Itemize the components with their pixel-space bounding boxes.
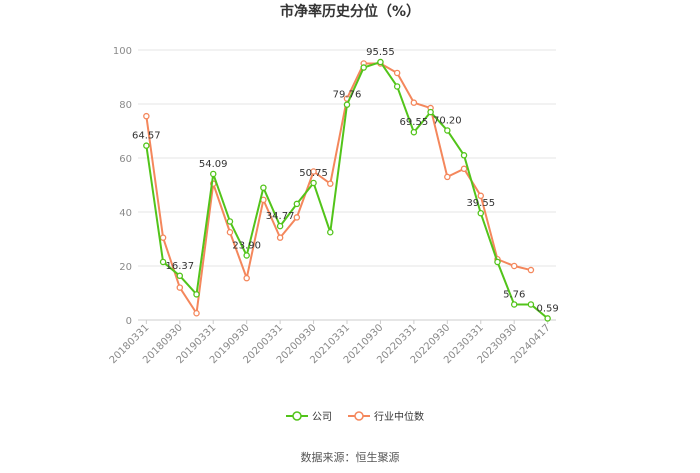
data-point (310, 179, 317, 187)
data-point (343, 101, 351, 108)
data-label: 34.77 (266, 211, 295, 222)
data-label: 70.20 (433, 115, 462, 126)
data-point (360, 64, 367, 71)
data-point (393, 69, 401, 77)
y-axis: 0 20 40 60 80 100 (113, 46, 132, 327)
series-line-1 (145, 62, 532, 315)
data-point (159, 234, 167, 241)
data-label: 64.57 (132, 131, 161, 142)
y-tick-label: 20 (119, 262, 132, 273)
data-source: 数据来源：恒生聚源 (301, 450, 400, 464)
data-point (477, 209, 485, 217)
data-point (209, 170, 217, 178)
data-point (293, 214, 301, 221)
data-point (276, 222, 284, 230)
y-tick-label: 0 (126, 316, 132, 327)
data-point (176, 284, 184, 291)
data-label: 16.37 (165, 261, 194, 272)
data-point (377, 58, 384, 66)
data-point (393, 83, 401, 90)
data-point (460, 165, 468, 173)
data-label: 50.75 (299, 168, 328, 179)
data-point (544, 315, 551, 322)
data-point (477, 192, 485, 200)
data-label: 79.76 (333, 90, 362, 101)
data-label: 0.59 (537, 303, 559, 314)
legend-item-0[interactable]: 公司 (286, 411, 332, 423)
data-point (276, 234, 284, 241)
data-label: 54.09 (199, 159, 228, 170)
legend-label: 公司 (312, 412, 332, 423)
data-point (527, 301, 535, 308)
data-point (143, 142, 150, 149)
data-point (510, 301, 518, 308)
data-label: 5.76 (503, 289, 525, 300)
data-point (176, 272, 184, 280)
data-point (243, 252, 250, 259)
data-point (510, 262, 518, 270)
data-point (193, 309, 200, 317)
data-label: 39.55 (466, 198, 495, 209)
y-tick-label: 40 (119, 208, 132, 219)
data-point (527, 266, 535, 274)
data-point (427, 108, 434, 116)
data-point (243, 274, 250, 282)
x-axis: 2018033120180930201903312019093020200331… (108, 320, 553, 366)
data-point (460, 152, 468, 159)
data-point (444, 173, 451, 181)
legend-marker (354, 411, 364, 421)
data-point (193, 291, 200, 298)
data-point (327, 228, 334, 236)
data-label: 69.55 (400, 117, 429, 128)
y-tick-label: 60 (119, 154, 132, 165)
legend-marker (292, 411, 302, 421)
data-point (310, 168, 317, 175)
y-tick-label: 100 (113, 46, 132, 57)
data-point (143, 112, 150, 120)
data-point (444, 127, 451, 134)
data-label: 95.55 (366, 47, 395, 58)
series-layer (143, 58, 551, 322)
data-point (410, 128, 418, 136)
data-labels: 64.57 16.37 54.09 23.90 34.77 50.75 79.76 95.55… (132, 47, 559, 314)
y-tick-label: 80 (119, 100, 132, 111)
legend-label: 行业中位数 (374, 410, 424, 423)
data-point (327, 180, 334, 187)
chart-title: 市净率历史分位（%） (280, 3, 420, 20)
data-point (494, 258, 501, 266)
legend[interactable]: 公司 行业中位数 (286, 410, 424, 423)
data-label: 23.90 (232, 240, 261, 251)
data-point (410, 99, 418, 106)
data-point (260, 184, 267, 191)
data-point (293, 200, 301, 208)
legend-item-1[interactable]: 行业中位数 (348, 410, 424, 423)
data-point (159, 258, 167, 266)
data-point (226, 228, 234, 236)
data-point (226, 218, 234, 225)
